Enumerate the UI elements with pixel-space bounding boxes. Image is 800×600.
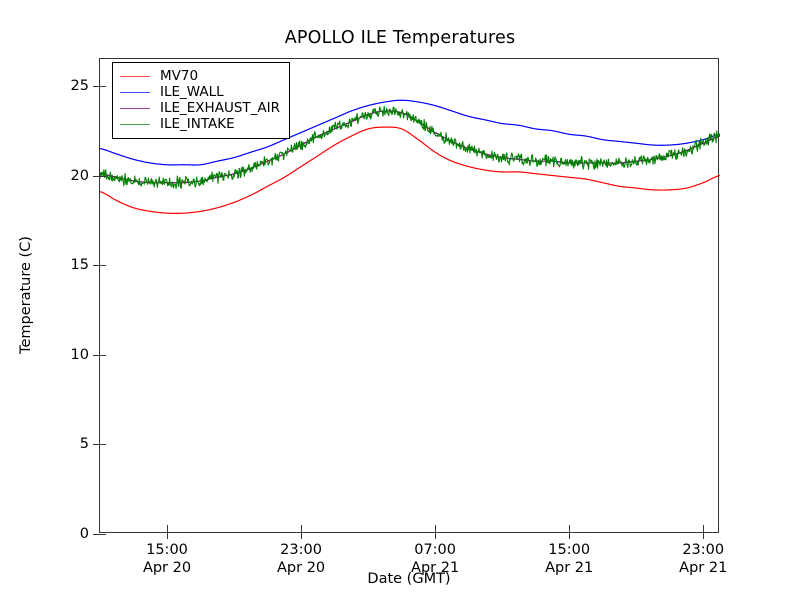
series-canvas [100, 99, 720, 214]
x-tick-label-time: 15:00 [548, 542, 591, 558]
x-tick-label-time: 23:00 [280, 542, 322, 558]
x-tick-label-date: Apr 20 [277, 559, 326, 576]
x-tick-label-date: Apr 21 [679, 559, 728, 576]
legend-color-swatch [120, 123, 150, 125]
legend-item-mv70[interactable]: MV70 [120, 68, 280, 84]
y-tick-label: 5 [79, 436, 89, 453]
y-tick-mark [93, 444, 100, 446]
x-tick-mark-inner [703, 525, 705, 532]
legend-label: ILE_INTAKE [160, 116, 235, 132]
chart-title: APOLLO ILE Temperatures [284, 28, 516, 48]
y-tick-mark [93, 534, 100, 535]
y-tick-mark-inner [100, 85, 106, 87]
x-tick-label-time: 07:00 [414, 542, 457, 558]
y-tick-mark-inner [100, 444, 106, 446]
x-tick-mark-inner [569, 525, 571, 532]
x-tick-mark-inner [301, 525, 303, 532]
y-tick-label: 0 [79, 526, 89, 542]
legend-color-swatch [120, 107, 150, 109]
legend-item-ile-wall[interactable]: ILE_WALL [120, 84, 280, 100]
legend-item-ile-exhaust-air[interactable]: ILE_EXHAUST_AIR [120, 100, 280, 116]
legend-label: MV70 [160, 68, 199, 84]
legend-label: ILE_WALL [160, 84, 224, 100]
plot-area: 0 5 10 15 20 25 15:00 Apr 20 23:00 Apr 20 07:00 Ap… [71, 58, 727, 576]
x-tick-mark [435, 532, 437, 539]
y-tick-mark [93, 175, 100, 177]
x-tick-label-date: Apr 21 [411, 559, 460, 576]
y-tick-mark [93, 85, 100, 87]
series-line-ile-intake [100, 105, 720, 189]
y-tick-label: 20 [70, 167, 89, 184]
x-tick-mark [301, 532, 303, 539]
y-tick-mark [93, 265, 100, 267]
x-tick-label: 15:00 Apr 20 [143, 542, 191, 577]
x-tick-label: 15:00 Apr 21 [545, 542, 593, 577]
x-tick-label: 23:00 Apr 21 [679, 542, 727, 577]
x-axis-title: Date (GMT) [367, 571, 451, 587]
y-tick-mark-inner [100, 175, 106, 177]
y-tick-label: 15 [70, 257, 89, 274]
x-tick-label: 23:00 Apr 20 [277, 542, 325, 577]
x-tick-label-time: 23:00 [682, 542, 725, 558]
x-tick-mark [167, 532, 169, 539]
y-tick-mark-inner [100, 534, 106, 535]
x-tick-mark [569, 532, 571, 539]
y-tick-mark-inner [100, 354, 106, 356]
series-line-mv70 [100, 126, 720, 214]
x-tick-label-date: Apr 20 [142, 559, 192, 576]
y-tick-mark [93, 354, 100, 356]
y-tick-mark-inner [100, 265, 106, 267]
legend-color-swatch [120, 75, 150, 77]
x-tick-label-time: 15:00 [146, 542, 188, 558]
x-tick-mark [703, 532, 705, 539]
legend-label: ILE_EXHAUST_AIR [160, 100, 280, 116]
legend-item-ile-intake[interactable]: ILE_INTAKE [120, 116, 280, 132]
y-tick-label: 10 [70, 346, 89, 363]
x-tick-label-date: Apr 21 [545, 559, 594, 576]
x-tick-mark-inner [435, 525, 437, 532]
y-tick-label: 25 [70, 77, 89, 94]
x-tick-mark-inner [167, 525, 169, 532]
y-axis-title: Temperature (C) [18, 236, 34, 354]
chart-legend: MV70 ILE_WALL ILE_EXHAUST_AIR ILE_INTAKE [112, 62, 290, 139]
legend-color-swatch [120, 91, 150, 93]
x-tick-label: 07:00 Apr 21 [411, 542, 459, 577]
series-line-ile-wall [100, 99, 720, 166]
